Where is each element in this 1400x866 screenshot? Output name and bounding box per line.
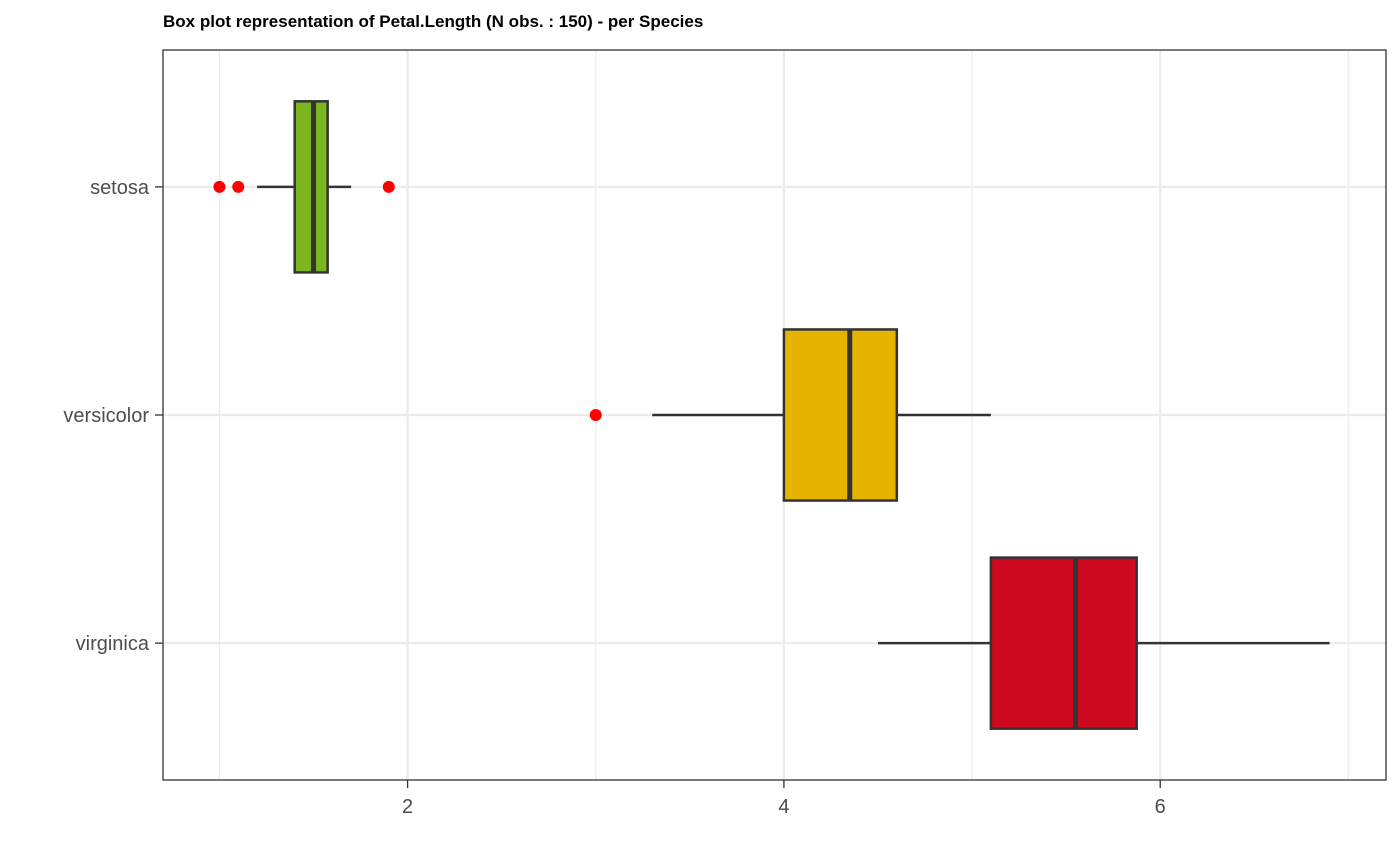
y-tick-label: virginica (76, 633, 150, 655)
outlier-point (232, 180, 245, 193)
x-tick-label: 6 (1155, 796, 1166, 818)
y-tick-label: versicolor (63, 405, 149, 427)
box-virginica (877, 556, 1330, 730)
y-axis: setosa versicolor virginica (63, 177, 163, 655)
chart-title: Box plot representation of Petal.Length … (163, 12, 704, 31)
y-tick-label: setosa (90, 177, 150, 199)
x-tick-label: 2 (402, 796, 413, 818)
box-versicolor (589, 328, 991, 502)
outlier-point (589, 409, 602, 421)
outlier-point (213, 180, 226, 193)
x-axis: 2 4 6 (402, 780, 1166, 818)
box-iqr (782, 328, 899, 502)
box-setosa (213, 100, 395, 274)
x-tick-label: 4 (778, 796, 789, 818)
box-iqr (989, 556, 1138, 730)
outlier-point (382, 180, 395, 193)
box-plots (213, 100, 1330, 730)
